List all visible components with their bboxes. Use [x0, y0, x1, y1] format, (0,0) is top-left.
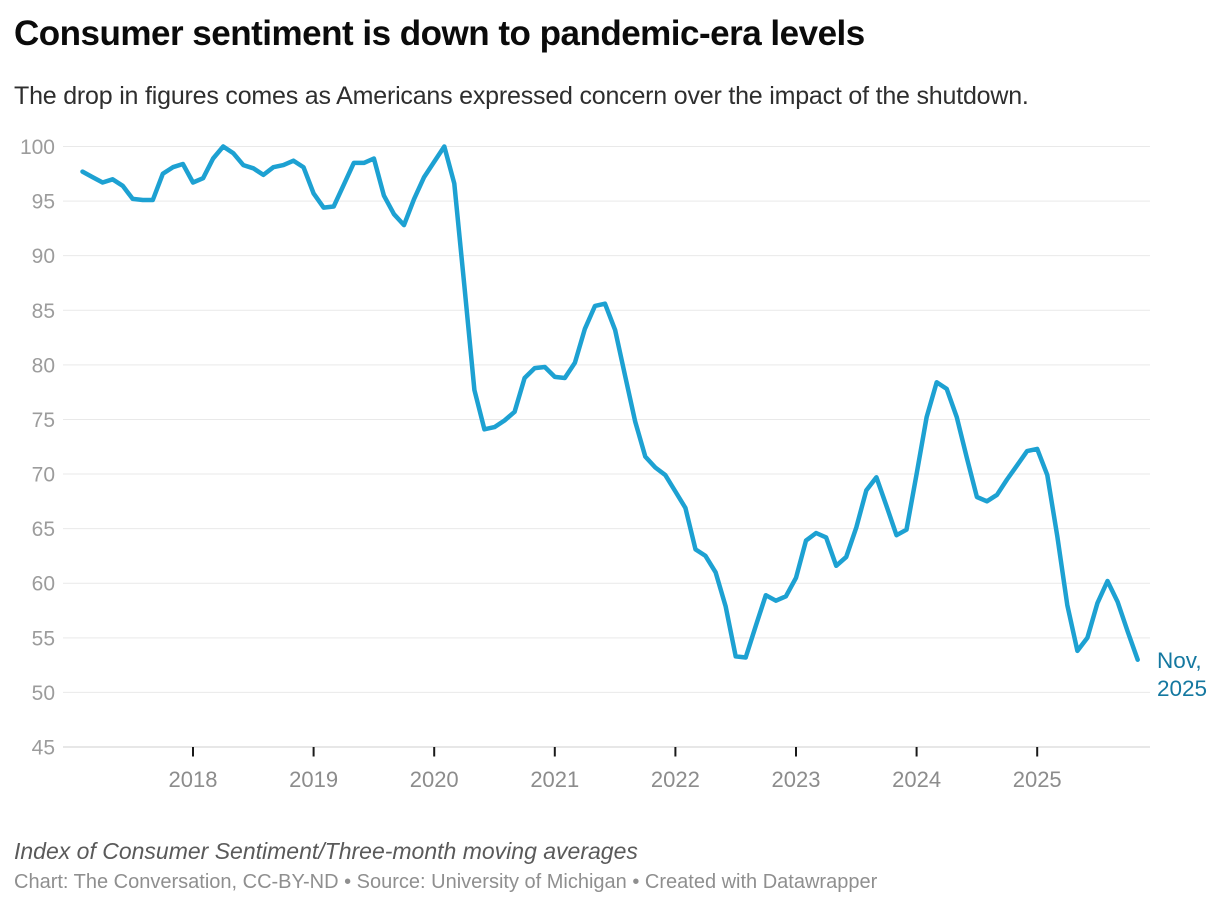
- chart-subtitle: The drop in figures comes as Americans e…: [14, 82, 1029, 110]
- y-tick-label: 45: [32, 737, 55, 760]
- y-tick-label: 90: [32, 245, 55, 268]
- x-tick-label: 2023: [772, 767, 821, 792]
- y-gridlines: [63, 146, 1150, 748]
- y-tick-label: 60: [32, 573, 55, 596]
- x-axis-ticks: [192, 747, 1039, 757]
- x-tick-label: 2021: [530, 767, 579, 792]
- y-tick-label: 100: [20, 136, 55, 159]
- y-tick-label: 55: [32, 627, 55, 650]
- chart-note: Index of Consumer Sentiment/Three-month …: [14, 838, 638, 864]
- chart-title: Consumer sentiment is down to pandemic-e…: [14, 14, 865, 53]
- y-tick-label: 95: [32, 191, 55, 214]
- y-tick-label: 80: [32, 354, 55, 377]
- y-tick-label: 70: [32, 464, 55, 487]
- x-axis-labels: 2018 2019 2020 2021 2022 2023 2024 2025: [169, 767, 1062, 792]
- y-tick-label: 65: [32, 518, 55, 541]
- sentiment-line: [80, 144, 1140, 662]
- end-annotation-line1: Nov,: [1157, 648, 1202, 673]
- x-tick-label: 2025: [1013, 767, 1062, 792]
- y-tick-label: 75: [32, 409, 55, 432]
- x-tick-label: 2019: [289, 767, 338, 792]
- chart-credit: Chart: The Conversation, CC-BY-ND • Sour…: [14, 871, 878, 893]
- x-tick-label: 2022: [651, 767, 700, 792]
- x-tick-label: 2024: [892, 767, 941, 792]
- y-axis-labels: 45 50 55 60 65 70 75 80 85 90 95 100: [20, 136, 55, 760]
- end-annotation-line2: 2025: [1157, 676, 1207, 701]
- series-group: [80, 144, 1140, 662]
- x-tick-label: 2020: [410, 767, 459, 792]
- x-tick-label: 2018: [169, 767, 218, 792]
- y-tick-label: 50: [32, 682, 55, 705]
- y-tick-label: 85: [32, 300, 55, 323]
